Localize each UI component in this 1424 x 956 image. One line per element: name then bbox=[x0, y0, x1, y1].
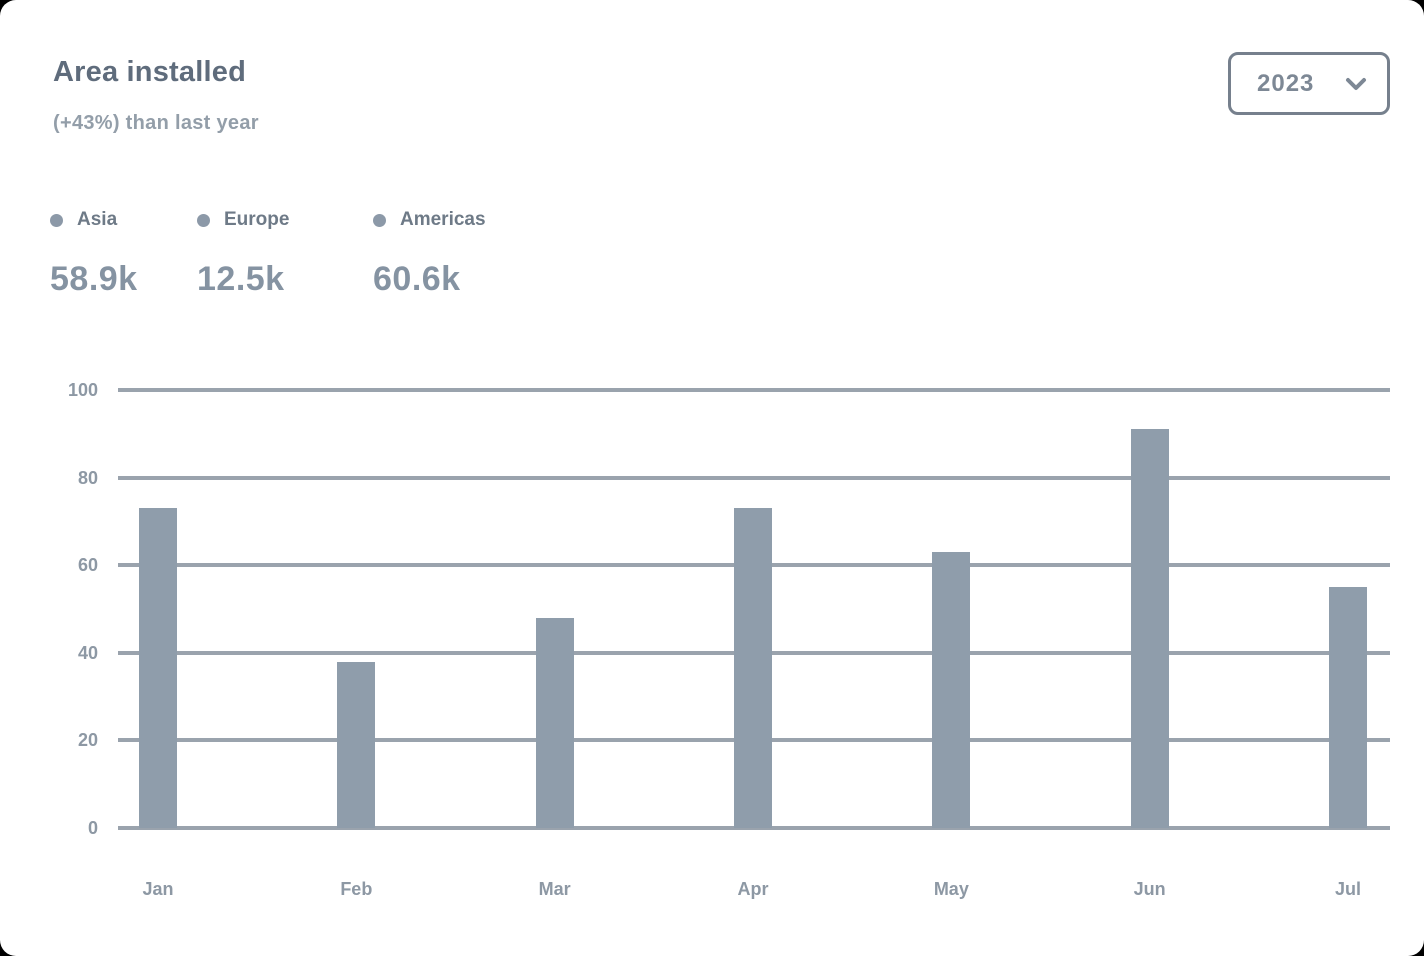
bar-apr bbox=[734, 508, 772, 828]
chart-title: Area installed bbox=[53, 56, 246, 88]
bar-jan bbox=[139, 508, 177, 828]
bar-mar bbox=[535, 617, 574, 828]
legend-total-value: 12.5k bbox=[197, 260, 285, 298]
y-axis-tick-label: 100 bbox=[67, 380, 98, 400]
bar-jul bbox=[1329, 587, 1367, 828]
legend-item-asia[interactable]: Asia bbox=[50, 206, 138, 234]
x-axis-tick-label: Jun bbox=[1133, 879, 1166, 899]
legend-dot-icon bbox=[50, 213, 63, 227]
legend-column-asia: Asia 58.9k bbox=[50, 206, 138, 299]
year-select-value: 2023 bbox=[1257, 69, 1315, 97]
legend-item-europe[interactable]: Europe bbox=[197, 206, 289, 234]
legend-column-europe: Europe 12.5k bbox=[197, 206, 289, 299]
x-axis-tick-label: Feb bbox=[340, 879, 373, 899]
year-select-button[interactable]: 2023 bbox=[1228, 52, 1390, 115]
gridline bbox=[118, 826, 1390, 830]
legend-total-value: 58.9k bbox=[50, 260, 138, 298]
gridline bbox=[118, 475, 1390, 480]
bar-jun bbox=[1130, 429, 1169, 828]
legend-column-americas: Americas 60.6k bbox=[373, 206, 486, 299]
x-axis-tick-label: Jul bbox=[1334, 879, 1361, 899]
gridline bbox=[118, 388, 1390, 392]
y-axis-tick-label: 80 bbox=[77, 467, 98, 488]
legend-label: Americas bbox=[400, 209, 486, 230]
bar-may bbox=[932, 552, 971, 828]
x-axis-tick-label: May bbox=[933, 879, 969, 899]
x-axis-tick-label: Mar bbox=[538, 879, 571, 899]
chevron-down-icon bbox=[1345, 77, 1367, 91]
chart-legend: Asia 58.9k Europe 12.5k Americas 60.6k bbox=[0, 206, 1424, 326]
x-axis-tick-label: Apr bbox=[737, 879, 769, 899]
bar-feb bbox=[337, 661, 376, 828]
chart-subtitle: (+43%) than last year bbox=[53, 112, 259, 134]
y-axis-tick-label: 40 bbox=[77, 642, 98, 663]
legend-item-americas[interactable]: Americas bbox=[373, 206, 486, 234]
legend-dot-icon bbox=[373, 213, 386, 227]
legend-label: Europe bbox=[224, 209, 290, 230]
y-axis-tick-label: 0 bbox=[87, 818, 98, 838]
plot-area: 0 20 40 60 80 100 Jan Feb Mar Apr May Jun Jul bbox=[68, 380, 1390, 899]
y-axis-tick-label: 60 bbox=[77, 555, 98, 576]
legend-total-value: 60.6k bbox=[373, 260, 461, 298]
legend-dot-icon bbox=[197, 213, 210, 227]
legend-label: Asia bbox=[77, 209, 118, 230]
x-axis-tick-label: Jan bbox=[142, 879, 174, 899]
y-axis-tick-label: 20 bbox=[77, 730, 98, 751]
